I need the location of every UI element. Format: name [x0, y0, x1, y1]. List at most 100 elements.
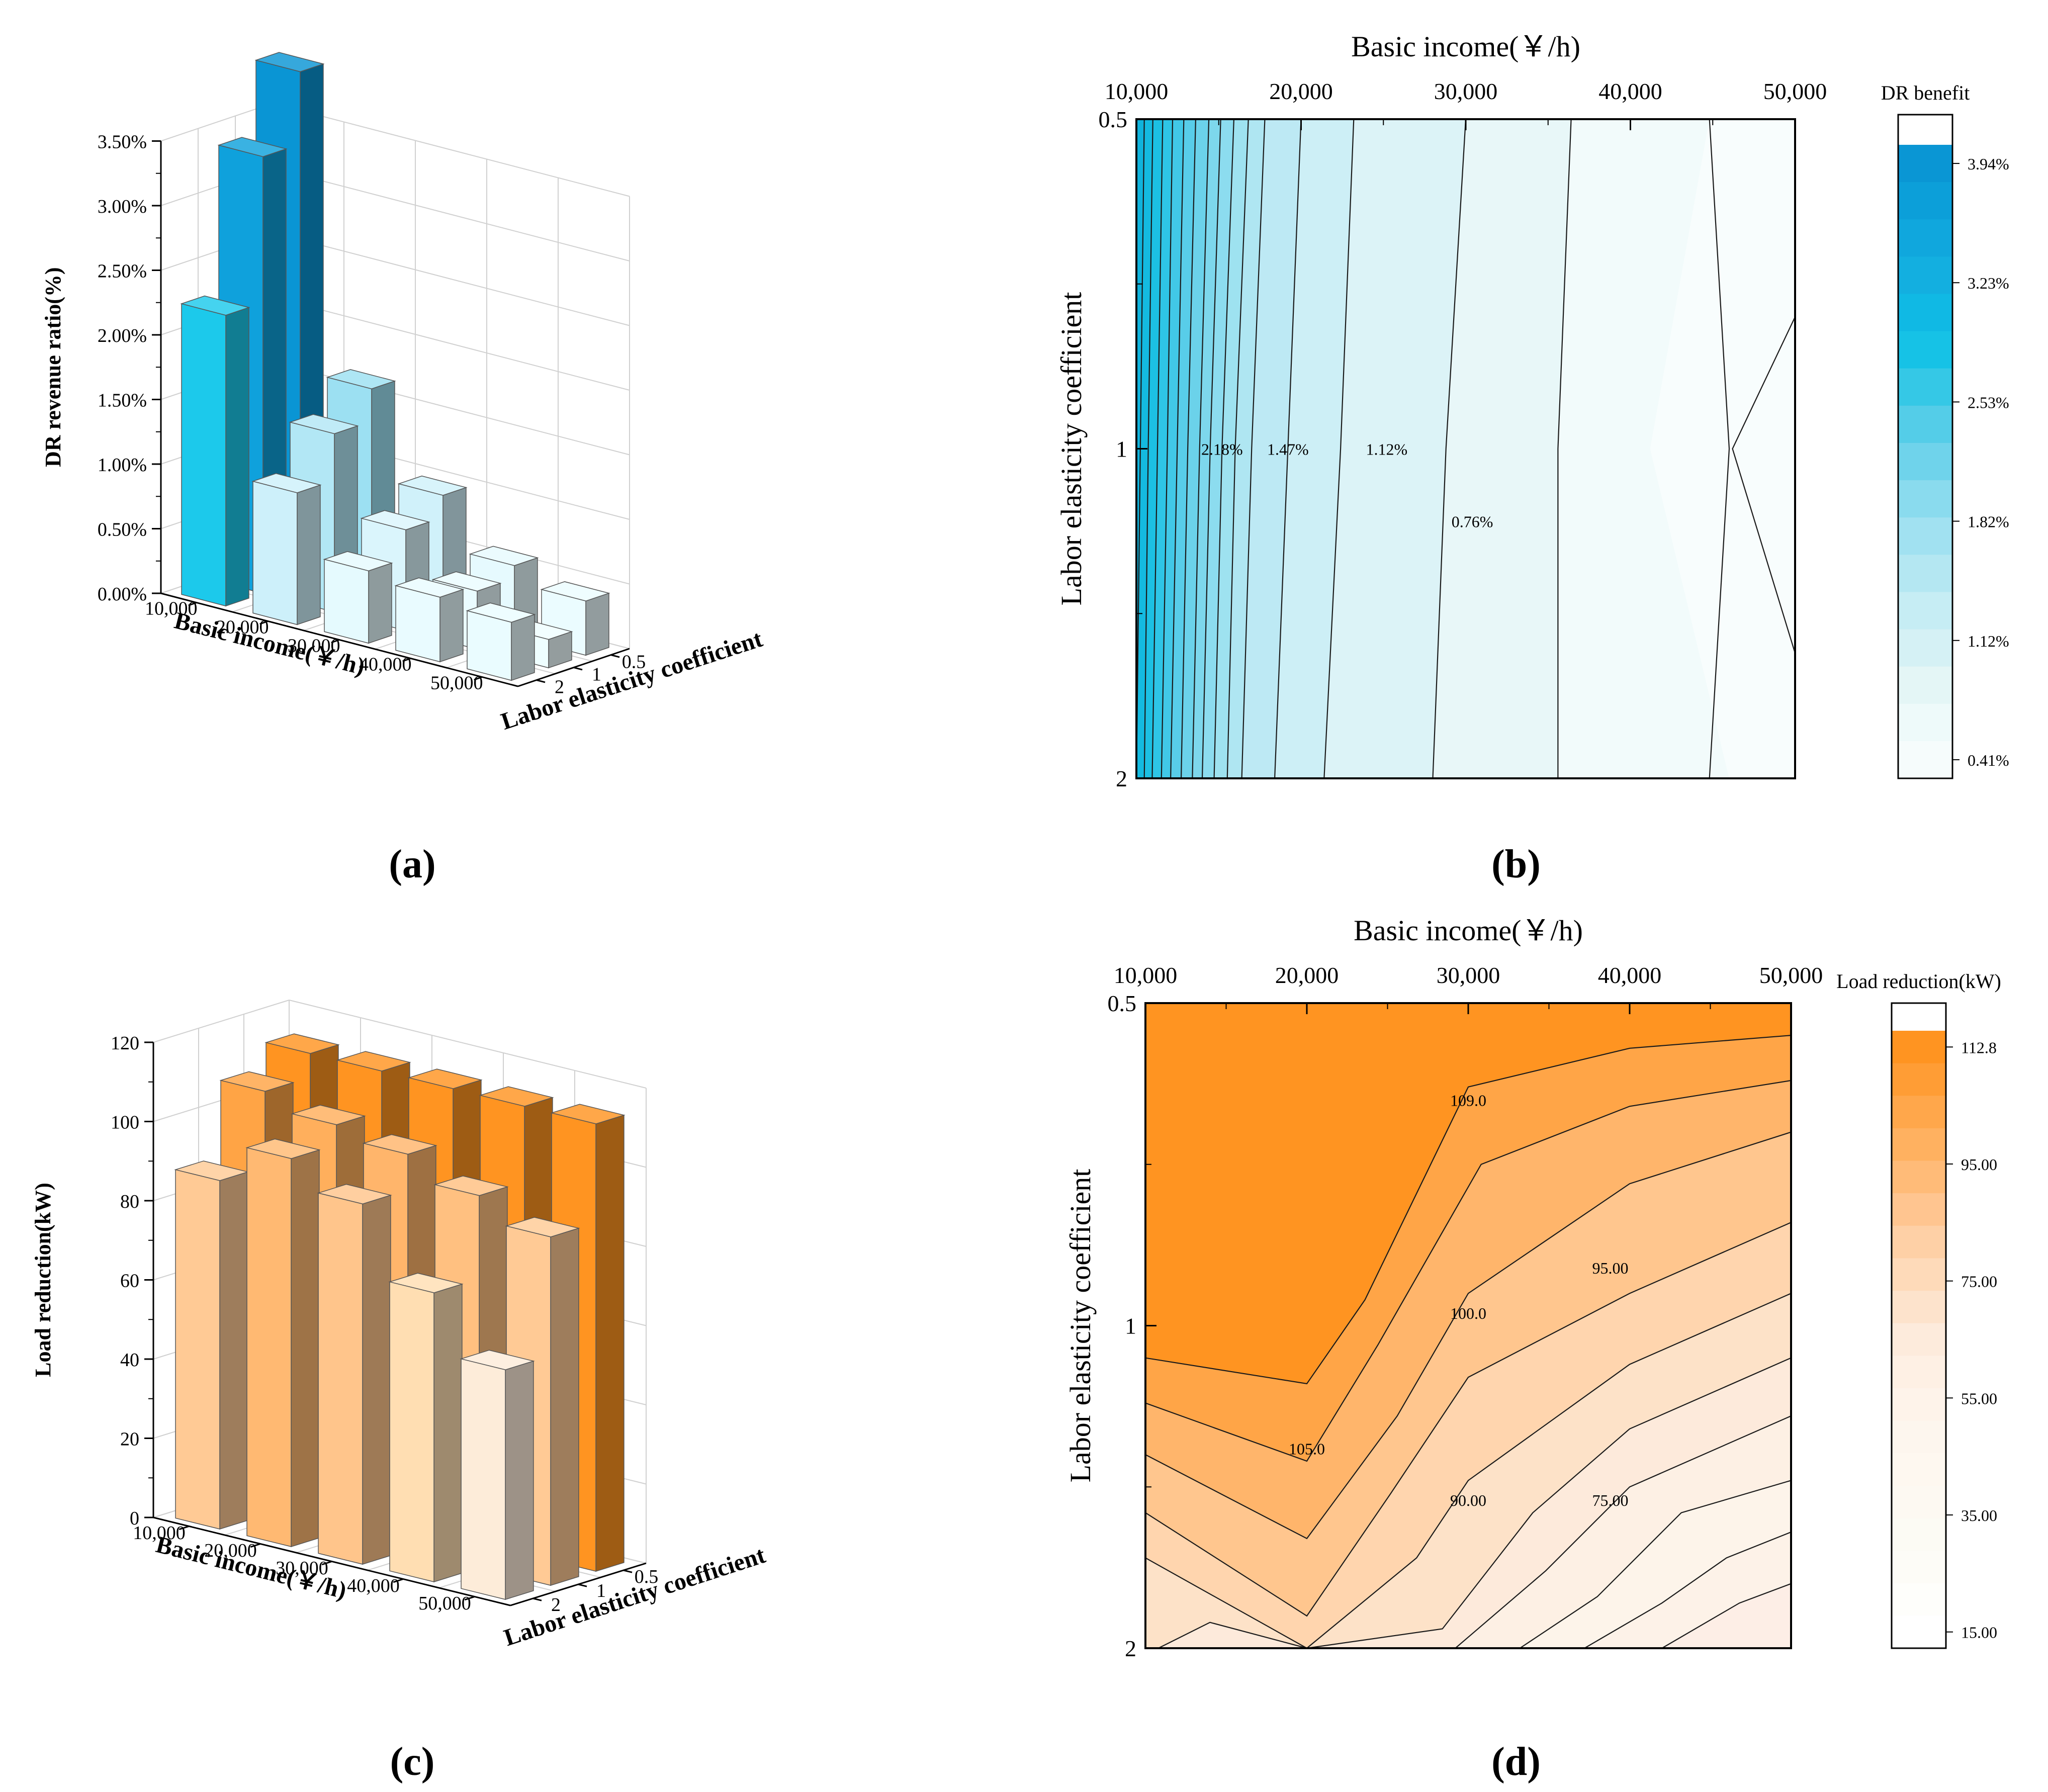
colorbar-frame [1891, 1002, 1947, 1649]
contour-band [1145, 1358, 1791, 1648]
colorbar-swatch [1898, 115, 1952, 145]
y-axis-title: Labor elasticity coefficient [1055, 292, 1088, 606]
chart-d: 10,000 20,000 30,000 40,000 50,000 Basic inco… [1064, 914, 2001, 1661]
y-tick-label: 2 [1116, 766, 1127, 791]
bar-side-face [297, 484, 321, 625]
bar-top-face [289, 414, 359, 434]
colorbar-swatch [1898, 666, 1952, 704]
x-tick-label: 10,000 [133, 1522, 186, 1544]
x-tick-label: 10,000 [1114, 962, 1178, 988]
x-tick-label: 10,000 [1105, 78, 1169, 104]
side-wall-gridline [153, 1000, 290, 1043]
bar [460, 1350, 535, 1600]
bar-top-face [505, 1217, 580, 1237]
back-wall-gridline [272, 103, 630, 197]
x-tick-label: 50,000 [418, 1593, 471, 1614]
colorbar-swatch [1892, 1616, 1946, 1649]
y-axis-title: Labor elasticity coefficient [1064, 1169, 1097, 1483]
colorbar-swatch [1898, 219, 1952, 257]
y-tick-label: 1 [592, 664, 601, 685]
colorbar-swatch [1892, 1193, 1946, 1226]
contour-line [1584, 1532, 1792, 1649]
colorbar-swatch [1892, 1518, 1946, 1551]
bar-top-face [460, 1350, 535, 1371]
z-tick-label: 80 [120, 1191, 139, 1212]
contour-line [1709, 119, 1730, 779]
side-wall-gridline [160, 103, 273, 142]
x-tick-label: 40,000 [1598, 962, 1662, 988]
bar-front-face [252, 481, 298, 625]
chart-c: 0 20 40 60 80 100 120 Load reduction(kW) 10,000 2… [31, 1000, 769, 1651]
bar-top-face [397, 475, 468, 496]
x-tick-label: 30,000 [288, 635, 340, 656]
colorbar-swatch [1892, 1063, 1946, 1096]
colorbar-tick-label: 1.12% [1968, 632, 2009, 650]
bar-front-face [461, 1358, 506, 1600]
colorbar-swatch [1898, 405, 1952, 443]
z-tick-label: 40 [120, 1350, 139, 1371]
x-tick [393, 1578, 404, 1583]
colorbar-swatch [1898, 741, 1952, 779]
contour-line [1213, 119, 1234, 779]
contour-line [1455, 1415, 1792, 1649]
contour-line [1145, 1293, 1792, 1649]
x-tick [464, 1596, 475, 1601]
contour-band [1650, 119, 1795, 778]
contour-line [1323, 119, 1355, 779]
contour-label: 1.12% [1366, 440, 1407, 459]
y-tick [623, 1569, 633, 1573]
chart-b: 10,000 20,000 30,000 40,000 50,000 Basic inco… [1055, 30, 2009, 791]
y-tick-label: 0.5 [1108, 991, 1137, 1016]
contour-band [1145, 1293, 1791, 1648]
x-tick [179, 1526, 190, 1531]
contour-line [1557, 119, 1572, 778]
colorbar-swatch [1892, 1356, 1946, 1389]
x-tick [402, 658, 411, 662]
bar [180, 295, 250, 607]
contour-band [1145, 1080, 1791, 1648]
contour-band [1181, 119, 1209, 778]
contour-band [1145, 1480, 1791, 1648]
contour-band [1227, 119, 1265, 778]
colorbar-swatch [1892, 1551, 1946, 1584]
colorbar-swatch [1898, 368, 1952, 406]
bar-top-face [479, 1086, 554, 1107]
colorbar-tick-label: 75.00 [1961, 1273, 1997, 1291]
contour-line [1241, 119, 1266, 779]
contour-line [1732, 316, 1796, 654]
colorbar-swatch [1898, 182, 1952, 220]
bar-side-face [368, 562, 392, 644]
bar [251, 473, 322, 625]
x-tick-label: 40,000 [359, 654, 412, 675]
bar-top-face [550, 1104, 626, 1124]
y-tick-label: 0.5 [1099, 107, 1128, 132]
bar-front-face [175, 1169, 220, 1530]
bar-top-face [323, 551, 393, 572]
x-tick-label: 40,000 [347, 1575, 400, 1596]
x-tick-label: 50,000 [1763, 78, 1827, 104]
bar-front-face [181, 303, 226, 607]
x-tick-label: 20,000 [1275, 962, 1339, 988]
x-tick-label: 50,000 [430, 672, 483, 693]
x-tick [259, 620, 269, 625]
colorbar-tick-label: 35.00 [1961, 1506, 1997, 1525]
colorbar-tick-label: 15.00 [1961, 1624, 1997, 1642]
bar-top-face [540, 581, 610, 602]
back-wall-gridline [289, 1000, 647, 1089]
bar-side-face [433, 1283, 463, 1583]
contour-line [1274, 119, 1302, 779]
x-tick-label: 20,000 [204, 1540, 257, 1561]
colorbar-swatch [1892, 1583, 1946, 1616]
colorbar-tick-label: 0.41% [1968, 751, 2009, 769]
bar-top-face [388, 1273, 464, 1293]
colorbar-swatch [1892, 1160, 1946, 1194]
colorbar-swatch [1898, 294, 1952, 332]
bar-top-face [466, 602, 536, 623]
z-axis-title: DR revenue ratio(%) [41, 267, 65, 467]
chart-a: 0.00% 0.50% 1.00% 1.50% 2.00% 2.50% 3.00% 3.50%… [41, 52, 766, 735]
colorbar-swatch [1898, 331, 1952, 369]
colorbar-swatch [1892, 1323, 1946, 1356]
x-axis-title: Basic income(￥/h) [1354, 914, 1583, 947]
z-tick-label: 120 [111, 1033, 139, 1054]
bar-side-face [511, 614, 535, 681]
